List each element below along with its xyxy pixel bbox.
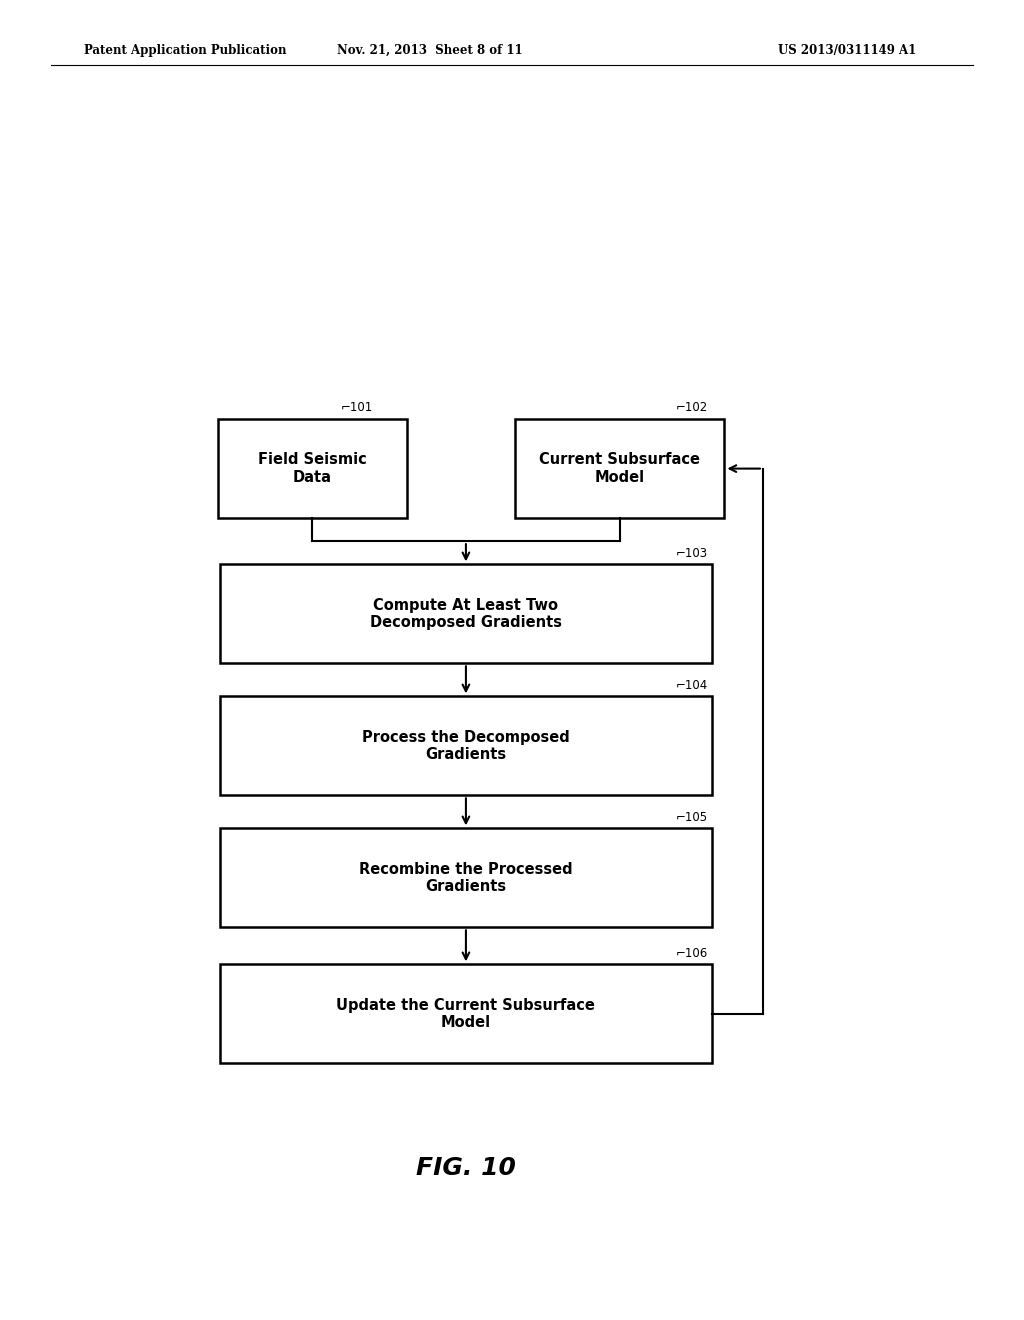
Text: Nov. 21, 2013  Sheet 8 of 11: Nov. 21, 2013 Sheet 8 of 11 bbox=[337, 44, 523, 57]
Text: Field Seismic
Data: Field Seismic Data bbox=[258, 453, 367, 484]
Bar bbox=[220, 964, 712, 1064]
Text: Recombine the Processed
Gradients: Recombine the Processed Gradients bbox=[359, 862, 572, 894]
Text: Patent Application Publication: Patent Application Publication bbox=[84, 44, 287, 57]
Text: Update the Current Subsurface
Model: Update the Current Subsurface Model bbox=[337, 998, 595, 1030]
Bar bbox=[217, 418, 407, 517]
Text: ⌐104: ⌐104 bbox=[676, 678, 708, 692]
Bar bbox=[220, 697, 712, 795]
Text: Current Subsurface
Model: Current Subsurface Model bbox=[539, 453, 700, 484]
Text: ⌐105: ⌐105 bbox=[676, 810, 708, 824]
Bar bbox=[514, 418, 724, 517]
Text: US 2013/0311149 A1: US 2013/0311149 A1 bbox=[778, 44, 916, 57]
Text: ⌐101: ⌐101 bbox=[341, 401, 373, 414]
Text: Compute At Least Two
Decomposed Gradients: Compute At Least Two Decomposed Gradient… bbox=[370, 598, 562, 630]
Text: ⌐102: ⌐102 bbox=[676, 401, 708, 414]
Text: ⌐103: ⌐103 bbox=[676, 546, 708, 560]
Text: FIG. 10: FIG. 10 bbox=[416, 1156, 516, 1180]
Text: Process the Decomposed
Gradients: Process the Decomposed Gradients bbox=[362, 730, 569, 762]
Bar bbox=[220, 565, 712, 663]
Bar bbox=[220, 829, 712, 927]
Text: ⌐106: ⌐106 bbox=[676, 946, 708, 960]
